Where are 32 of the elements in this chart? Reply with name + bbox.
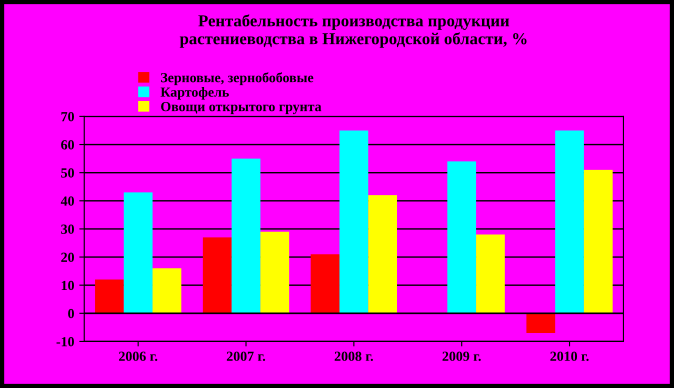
bar	[202, 237, 232, 314]
legend-label: Овощи открытого грунта	[161, 102, 322, 114]
bar	[310, 254, 340, 314]
y-tick-label: 40	[60, 196, 74, 206]
y-tick-label: 50	[61, 168, 74, 178]
y-tick-label: 60	[61, 140, 74, 150]
bar	[339, 130, 368, 314]
chart-title: Рентабельность производства продукции растениеводства в Нижегородской области, %	[180, 14, 527, 48]
bar	[152, 268, 182, 314]
bar	[555, 130, 584, 314]
y-tick-label: 10	[62, 280, 74, 290]
bar	[526, 313, 556, 333]
x-tick-label: 2009 г.	[442, 352, 481, 361]
legend-label: Зерновые, зернобобовые	[161, 72, 314, 86]
bar	[260, 232, 290, 314]
bar	[476, 234, 505, 314]
y-tick-label: 30	[61, 224, 74, 234]
x-tick-label: 2007 г.	[226, 352, 266, 361]
y-tick-label: -10	[56, 337, 74, 346]
bar	[584, 170, 613, 314]
x-tick-label: 2008 г.	[334, 352, 373, 361]
y-tick-label: 20	[61, 252, 74, 262]
bar	[447, 161, 476, 314]
bar	[95, 280, 124, 314]
bar	[368, 195, 397, 314]
legend-label: Картофель	[160, 87, 229, 100]
y-tick-label: 70	[61, 112, 74, 122]
bar	[232, 158, 260, 314]
bar	[124, 192, 153, 314]
x-tick-label: 2006 г.	[119, 352, 158, 361]
y-tick-label: 0	[68, 308, 74, 318]
x-tick-label: 2010 г.	[550, 352, 589, 361]
